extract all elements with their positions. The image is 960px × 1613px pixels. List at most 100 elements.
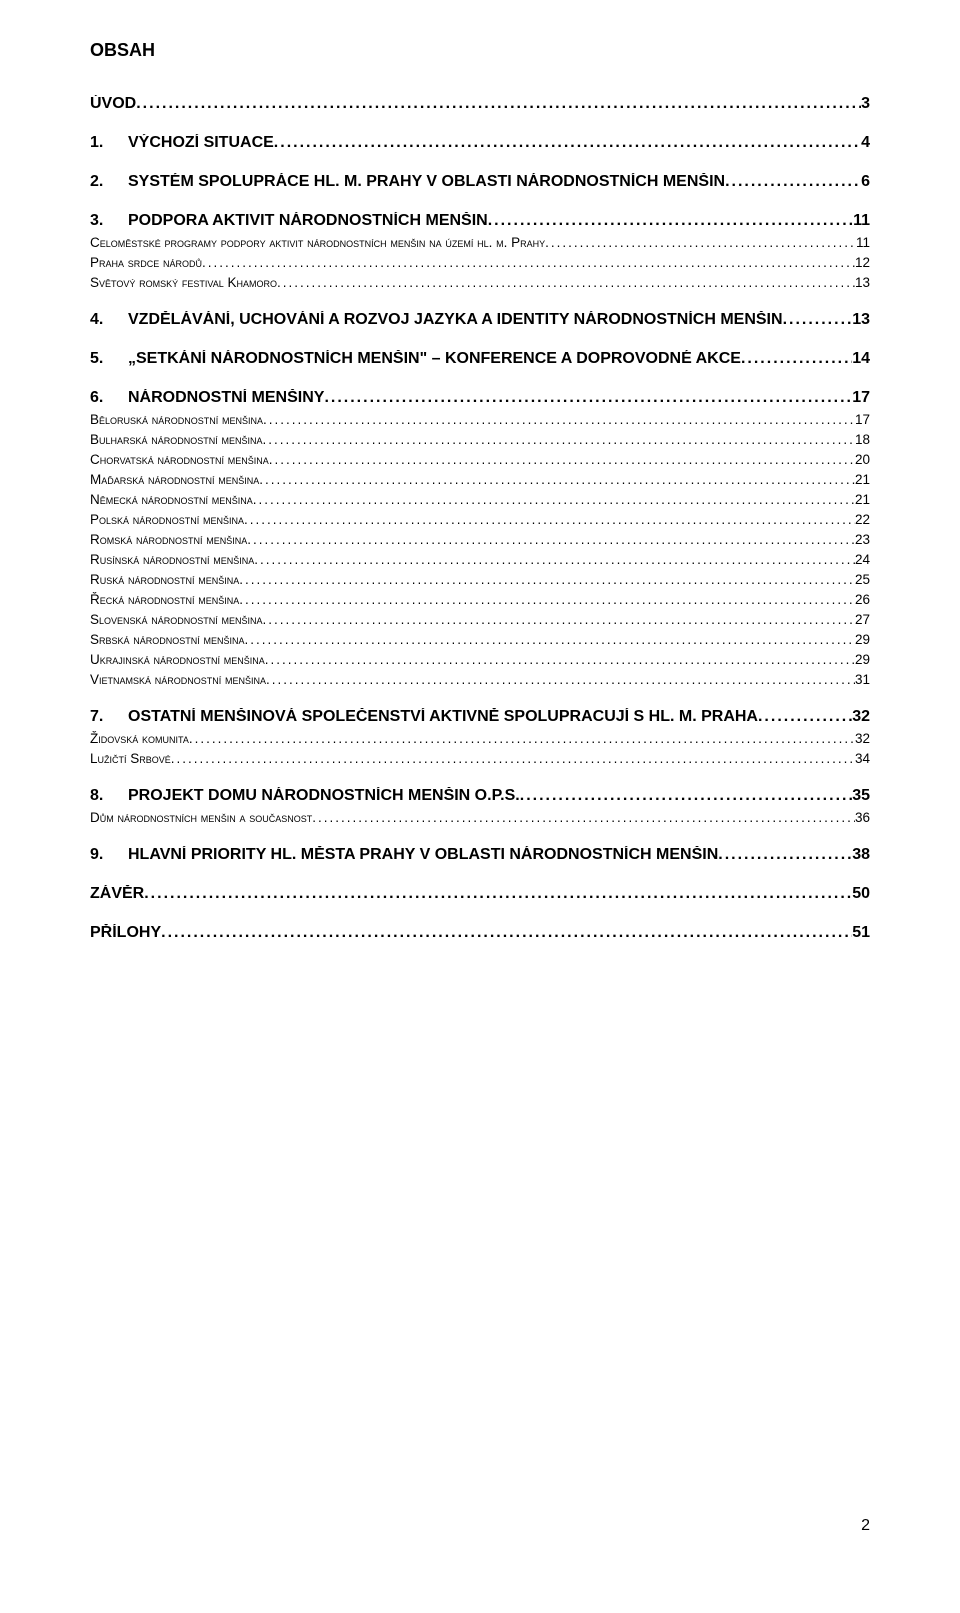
toc-entry-level2: Ukrajinská národnostní menšina 29 (90, 652, 870, 667)
toc-leader-dots (758, 708, 852, 726)
toc-label: 4.VZDĚLÁVÁNÍ, UCHOVÁNÍ A ROZVOJ JAZYKA A… (90, 311, 783, 329)
toc-page: 14 (852, 350, 870, 368)
toc-number: 7. (90, 708, 128, 726)
toc-entry-level1: 2.SYSTÉM SPOLUPRÁCE HL. M. PRAHY V OBLAS… (90, 173, 870, 191)
toc-leader-dots (244, 512, 855, 527)
toc-label: Bulharská národnostní menšina (90, 432, 263, 447)
toc-leader-dots (254, 552, 855, 567)
page: OBSAH ÚVOD 3 1.VÝCHOZÍ SITUACE 4 2.SYSTÉM … (0, 40, 960, 1563)
toc-label: Židovská komunita (90, 731, 189, 746)
toc-label: Světový romský festival Khamoro (90, 275, 277, 290)
toc-label: 9.HLAVNÍ PRIORITY HL. MĚSTA PRAHY V OBLA… (90, 846, 718, 864)
toc-entry-level2: Dům národnostních menšin a současnost 36 (90, 810, 870, 825)
toc-page: 18 (855, 432, 870, 447)
toc-page: 31 (855, 672, 870, 687)
toc-page: 22 (855, 512, 870, 527)
toc-entry-level2: Praha srdce národů 12 (90, 255, 870, 270)
toc-label: Slovenská národnostní menšina (90, 612, 263, 627)
toc-label: Německá národnostní menšina (90, 492, 253, 507)
toc-entry-level2: Chorvatská národnostní menšina 20 (90, 452, 870, 467)
toc-number: 4. (90, 311, 128, 329)
toc-leader-dots (741, 350, 852, 368)
toc-entry-level2: Vietnamská národnostní menšina 31 (90, 672, 870, 687)
toc-leader-dots (263, 432, 855, 447)
toc-page: 34 (855, 751, 870, 766)
toc-label: Dům národnostních menšin a současnost (90, 810, 312, 825)
toc-leader-dots (263, 612, 855, 627)
toc-number: 3. (90, 212, 128, 230)
toc-page: 50 (852, 885, 870, 903)
toc-page: 29 (855, 652, 870, 667)
toc-leader-dots (488, 212, 853, 230)
toc-leader-dots (263, 412, 855, 427)
toc-leader-dots (266, 672, 855, 687)
toc-number: 5. (90, 350, 128, 368)
toc-label: Srbská národnostní menšina (90, 632, 245, 647)
toc-page: 36 (855, 810, 870, 825)
toc-number: 8. (90, 787, 128, 805)
toc-leader-dots (718, 846, 852, 864)
toc-page: 21 (855, 492, 870, 507)
toc-entry-level2: Celoměstské programy podpory aktivit nár… (90, 235, 870, 250)
toc-entry-level1: 7.OSTATNÍ MENŠINOVÁ SPOLEČENSTVÍ AKTIVNĚ… (90, 708, 870, 726)
toc-leader-dots (253, 492, 855, 507)
toc-label: 6.NÁRODNOSTNÍ MENŠINY (90, 389, 324, 407)
toc-page: 6 (861, 173, 870, 191)
toc-entry-level2: Polská národnostní menšina 22 (90, 512, 870, 527)
toc-leader-dots (520, 787, 852, 805)
toc-entry-level2: Slovenská národnostní menšina 27 (90, 612, 870, 627)
toc-label: Lužičtí Srbové (90, 751, 171, 766)
toc-entry-level1: PŘÍLOHY 51 (90, 924, 870, 942)
toc-page: 4 (861, 134, 870, 152)
toc-leader-dots (161, 924, 852, 942)
toc-page: 51 (852, 924, 870, 942)
table-of-contents: ÚVOD 3 1.VÝCHOZÍ SITUACE 4 2.SYSTÉM SPOLUP… (90, 95, 870, 942)
toc-leader-dots (277, 275, 855, 290)
toc-entry-level1: 9.HLAVNÍ PRIORITY HL. MĚSTA PRAHY V OBLA… (90, 846, 870, 864)
toc-entry-level2: Maďarská národnostní menšina 21 (90, 472, 870, 487)
toc-label: 8.PROJEKT DOMU NÁRODNOSTNÍCH MENŠIN O.P.… (90, 787, 520, 805)
toc-leader-dots (245, 632, 855, 647)
toc-entry-level2: Bulharská národnostní menšina 18 (90, 432, 870, 447)
toc-entry-level2: Lužičtí Srbové 34 (90, 751, 870, 766)
toc-entry-level1: 8.PROJEKT DOMU NÁRODNOSTNÍCH MENŠIN O.P.… (90, 787, 870, 805)
toc-entry-level2: Řecká národnostní menšina 26 (90, 592, 870, 607)
toc-page: 3 (861, 95, 870, 113)
toc-label: Rusínská národnostní menšina (90, 552, 254, 567)
toc-leader-dots (269, 452, 855, 467)
toc-page: 20 (855, 452, 870, 467)
page-title: OBSAH (90, 40, 870, 61)
toc-page: 25 (855, 572, 870, 587)
toc-leader-dots (247, 532, 855, 547)
toc-page: 11 (853, 212, 870, 230)
toc-leader-dots (239, 592, 855, 607)
toc-entry-level1: 4.VZDĚLÁVÁNÍ, UCHOVÁNÍ A ROZVOJ JAZYKA A… (90, 311, 870, 329)
toc-leader-dots (312, 810, 855, 825)
toc-entry-level1: ÚVOD 3 (90, 95, 870, 113)
toc-leader-dots (202, 255, 855, 270)
toc-entry-level1: 5.„SETKÁNÍ NÁRODNOSTNÍCH MENŠIN" – KONFE… (90, 350, 870, 368)
toc-page: 11 (856, 235, 870, 250)
toc-label: Vietnamská národnostní menšina (90, 672, 266, 687)
toc-entry-level2: Německá národnostní menšina 21 (90, 492, 870, 507)
toc-leader-dots (239, 572, 855, 587)
toc-label: Chorvatská národnostní menšina (90, 452, 269, 467)
toc-label: PŘÍLOHY (90, 924, 161, 942)
toc-label: Běloruská národnostní menšina (90, 412, 263, 427)
toc-label: 5.„SETKÁNÍ NÁRODNOSTNÍCH MENŠIN" – KONFE… (90, 350, 741, 368)
toc-leader-dots (189, 731, 855, 746)
toc-number: 2. (90, 173, 128, 191)
toc-entry-level2: Rusínská národnostní menšina 24 (90, 552, 870, 567)
toc-entry-level2: Ruská národnostní menšina 25 (90, 572, 870, 587)
toc-label: Romská národnostní menšina (90, 532, 247, 547)
toc-entry-level1: 6.NÁRODNOSTNÍ MENŠINY 17 (90, 389, 870, 407)
toc-leader-dots (274, 134, 861, 152)
toc-number: 1. (90, 134, 128, 152)
toc-page: 21 (855, 472, 870, 487)
toc-leader-dots (783, 311, 853, 329)
toc-page: 23 (855, 532, 870, 547)
toc-entry-level1: 1.VÝCHOZÍ SITUACE 4 (90, 134, 870, 152)
toc-label: ZÁVĚR (90, 885, 144, 903)
toc-label: Polská národnostní menšina (90, 512, 244, 527)
toc-page: 32 (855, 731, 870, 746)
